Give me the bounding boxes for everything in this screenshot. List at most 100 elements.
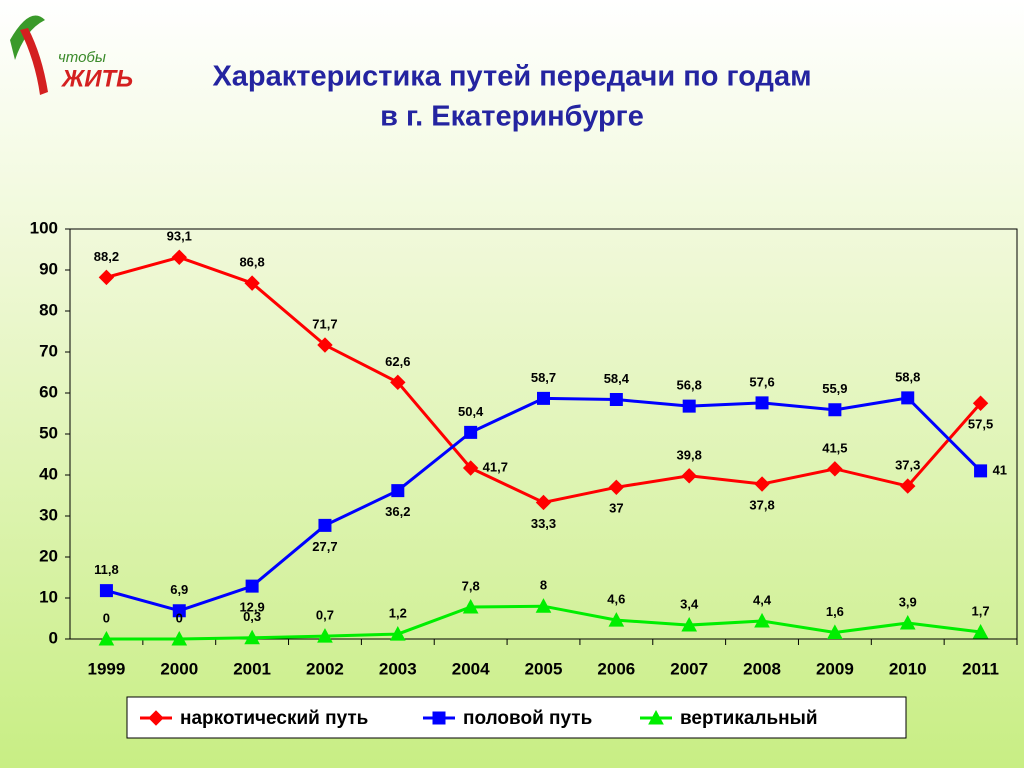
marker (899, 614, 916, 630)
data-label: 3,4 (680, 596, 699, 611)
legend-label: половой путь (463, 708, 592, 729)
x-tick-label: 2004 (452, 659, 490, 678)
chart-title: Характеристика путей передачи по годам (212, 61, 811, 93)
data-label: 88,2 (94, 249, 119, 264)
data-label: 6,9 (170, 582, 188, 597)
marker (608, 612, 625, 627)
x-tick-label: 2006 (597, 659, 635, 678)
marker (901, 391, 915, 405)
x-tick-label: 1999 (88, 659, 126, 678)
y-tick-label: 20 (39, 546, 58, 565)
x-tick-label: 2002 (306, 659, 344, 678)
y-tick-label: 90 (39, 259, 58, 278)
legend-marker (432, 711, 446, 725)
x-tick-label: 2000 (160, 659, 198, 678)
data-label: 0,7 (316, 608, 334, 623)
y-tick-label: 100 (30, 218, 58, 237)
x-tick-label: 2011 (962, 659, 999, 678)
data-label: 11,8 (94, 562, 119, 577)
marker (318, 518, 332, 532)
marker (171, 249, 187, 265)
data-label: 27,7 (312, 539, 337, 554)
marker (754, 612, 770, 628)
data-label: 3,9 (899, 594, 917, 609)
data-label: 41 (993, 462, 1007, 477)
legend-label: наркотический путь (180, 708, 368, 729)
legend-marker (148, 710, 164, 726)
y-tick-label: 70 (39, 341, 58, 360)
logo-leaf (10, 15, 45, 60)
x-tick-label: 2003 (379, 659, 417, 678)
marker (972, 395, 989, 411)
marker (900, 478, 916, 494)
logo-small: чтобы (58, 49, 106, 66)
marker (389, 626, 406, 641)
y-tick-label: 30 (39, 505, 58, 524)
marker (827, 461, 843, 477)
x-tick-label: 2001 (233, 659, 271, 678)
marker (535, 494, 552, 511)
data-label: 1,6 (826, 604, 844, 619)
marker (974, 464, 988, 478)
logo-ribbon (20, 28, 48, 95)
marker (245, 579, 259, 593)
data-label: 58,8 (895, 369, 920, 384)
data-label: 57,5 (968, 417, 993, 432)
data-label: 0 (103, 610, 110, 625)
data-label: 58,4 (604, 371, 630, 386)
marker (244, 629, 260, 645)
data-label: 4,6 (607, 592, 625, 607)
legend-box (126, 696, 907, 739)
marker (681, 468, 697, 484)
marker (972, 623, 989, 639)
y-tick-label: 10 (39, 587, 58, 606)
legend-marker (648, 709, 664, 725)
marker (828, 403, 842, 417)
chart-title: в г. Екатеринбурге (380, 101, 644, 133)
data-label: 8 (540, 578, 547, 593)
data-label: 0,3 (243, 609, 261, 624)
marker (172, 604, 186, 618)
marker (608, 479, 625, 496)
marker (537, 391, 550, 405)
logo-big: ЖИТЬ (60, 65, 133, 92)
data-label: 41,7 (483, 459, 508, 474)
marker (317, 337, 333, 353)
marker (609, 393, 623, 407)
x-tick-label: 2008 (743, 659, 781, 678)
data-label: 58,7 (531, 370, 556, 385)
y-tick-label: 0 (49, 628, 58, 647)
marker (682, 399, 696, 413)
data-label: 86,8 (239, 255, 264, 270)
marker (391, 484, 405, 498)
data-label: 37,8 (749, 497, 774, 512)
marker (681, 617, 698, 632)
logo: чтобы ЖИТЬ (10, 15, 133, 95)
marker (827, 624, 843, 639)
data-label: 39,8 (677, 447, 702, 462)
data-label: 36,2 (385, 504, 410, 519)
marker (755, 396, 769, 410)
marker (535, 598, 552, 613)
data-label: 71,7 (312, 316, 337, 331)
data-label: 62,6 (385, 354, 410, 369)
y-tick-label: 80 (39, 300, 58, 319)
data-label: 1,7 (972, 603, 990, 618)
data-label: 4,4 (753, 592, 772, 607)
x-tick-label: 2010 (889, 659, 927, 678)
data-label: 33,3 (531, 516, 556, 531)
data-label: 93,1 (167, 229, 192, 244)
marker (462, 460, 479, 476)
y-tick-label: 50 (39, 423, 58, 442)
x-tick-label: 2009 (816, 659, 854, 678)
marker (98, 630, 115, 646)
y-tick-label: 40 (39, 464, 58, 483)
marker (390, 374, 406, 391)
x-tick-label: 2005 (525, 659, 563, 678)
data-label: 50,4 (458, 404, 484, 419)
data-label: 37 (609, 501, 623, 516)
marker (462, 598, 479, 614)
marker (754, 476, 770, 492)
data-label: 56,8 (677, 378, 702, 393)
